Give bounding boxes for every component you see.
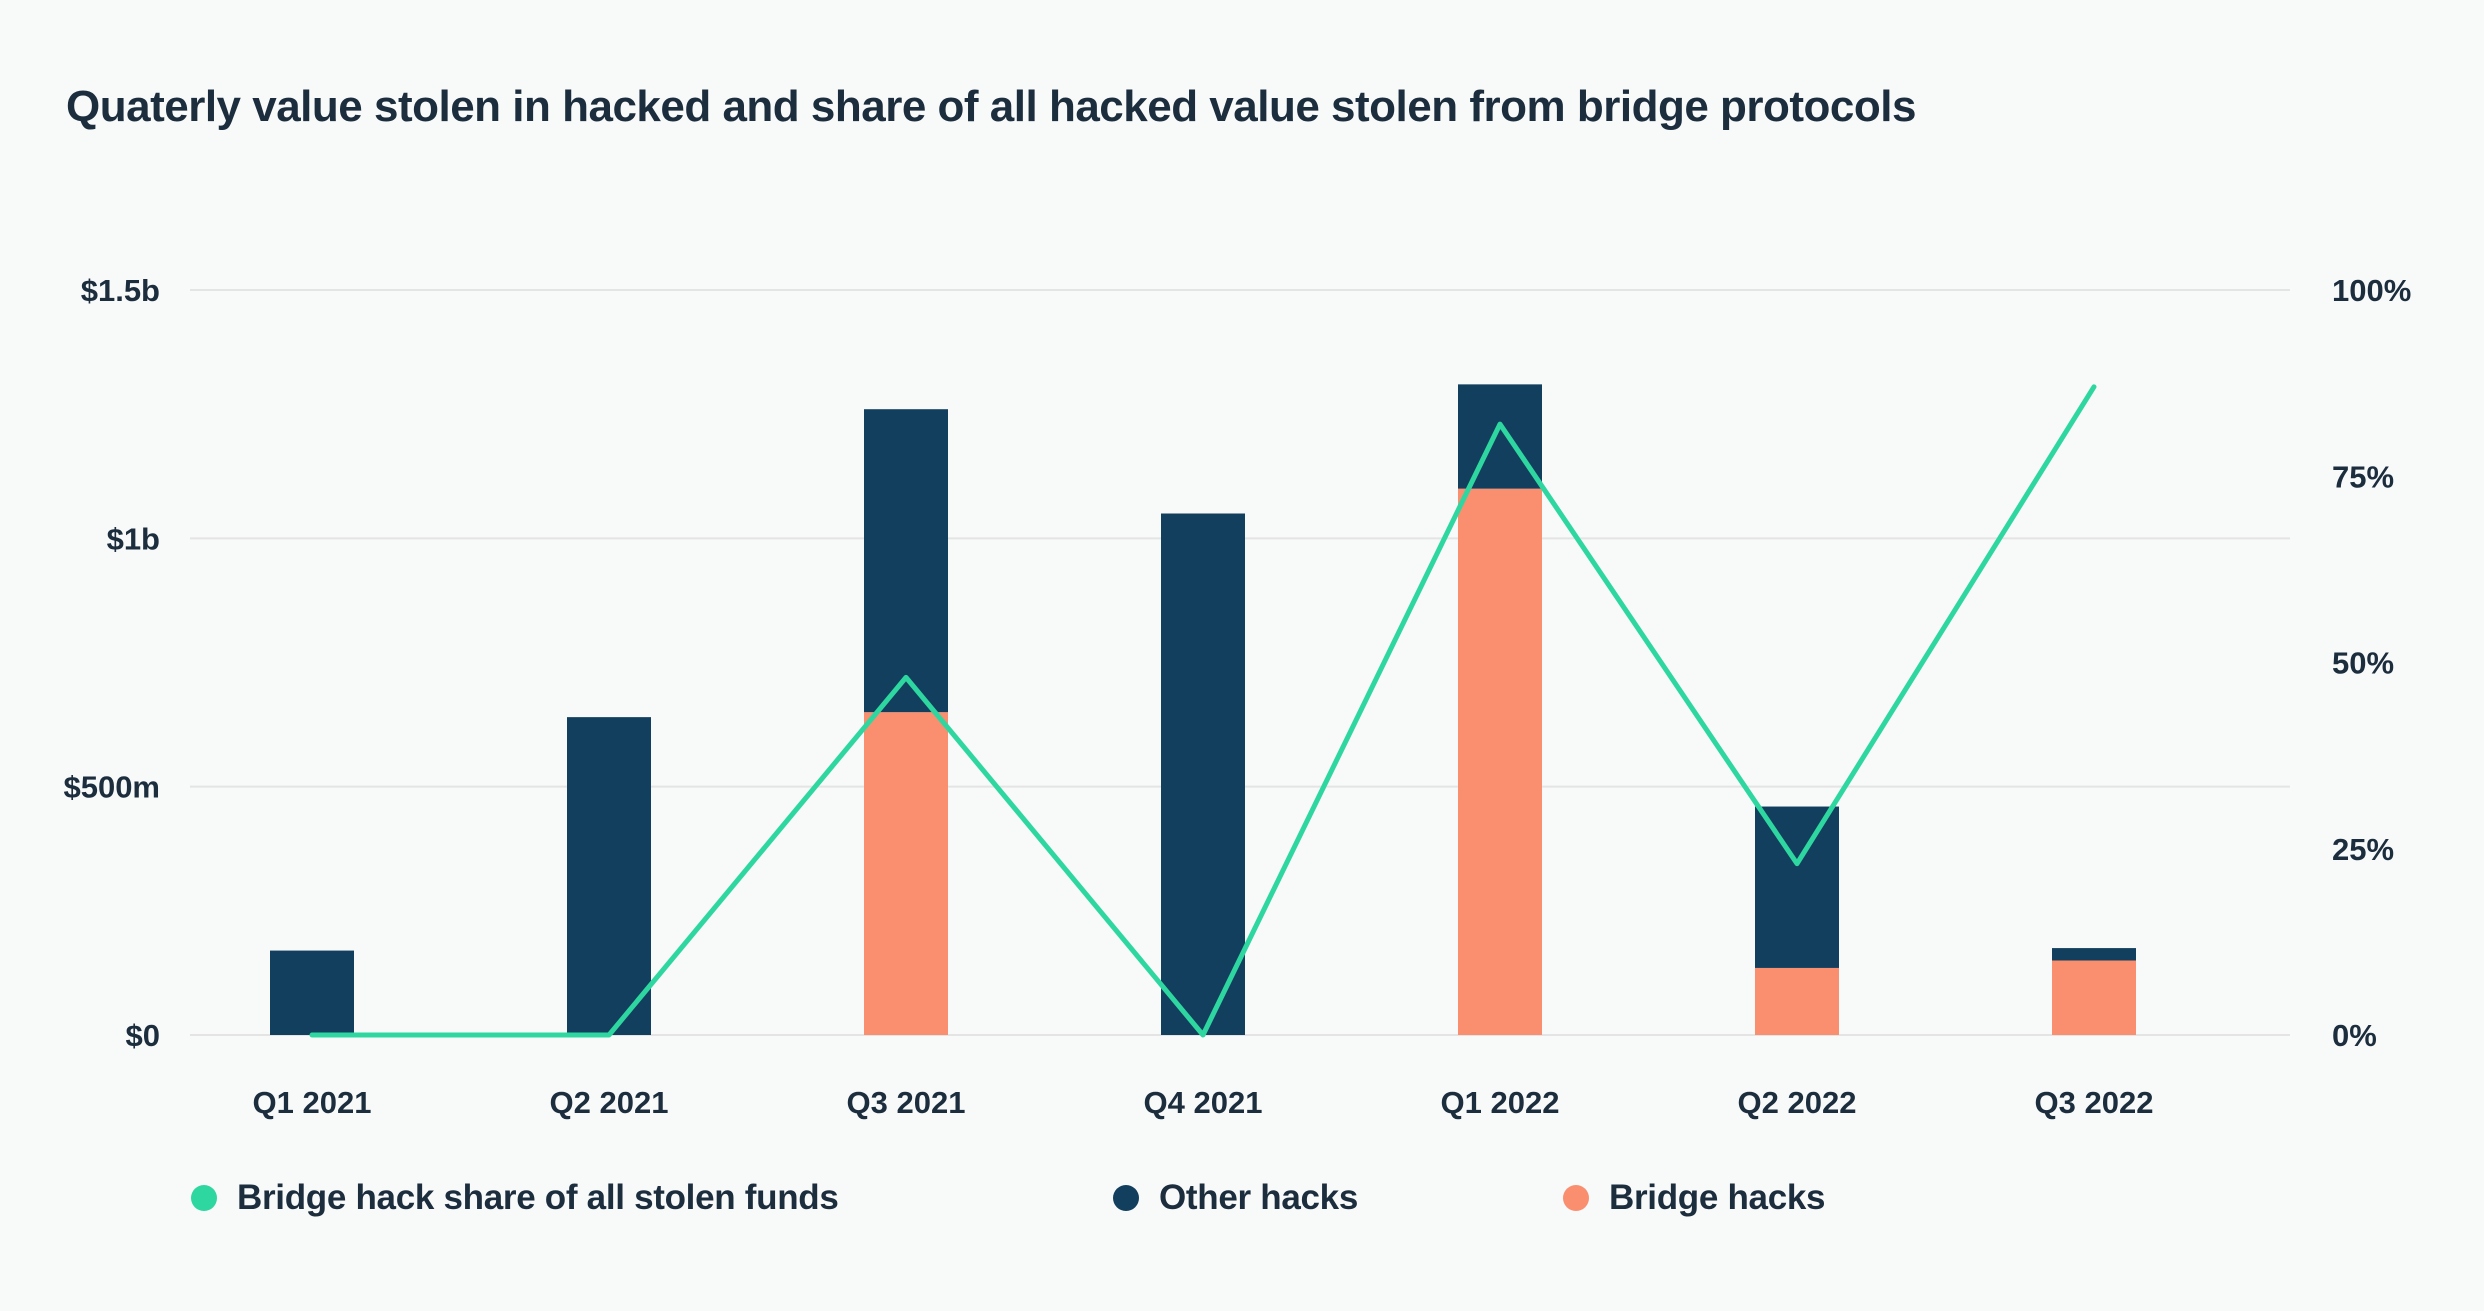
bridge-share-line	[309, 384, 2097, 1038]
bar-other-hacks	[864, 409, 948, 713]
bar-other-hacks	[1755, 806, 1839, 968]
right-axis-tick-label: 0%	[2332, 1018, 2377, 1053]
bar-other-hacks	[2052, 948, 2136, 961]
x-axis-label: Q2 2022	[1738, 1085, 1857, 1120]
x-axis-label: Q4 2021	[1144, 1085, 1263, 1120]
legend-dot-bridge-share-icon	[191, 1185, 217, 1211]
right-axis-tick-label: 25%	[2332, 832, 2394, 867]
bar-other-hacks	[567, 717, 651, 1035]
x-axis-label: Q3 2022	[2035, 1085, 2154, 1120]
legend-item-bridge-hacks: Bridge hacks	[1563, 1172, 1826, 1224]
chart-title: Quaterly value stolen in hacked and shar…	[66, 82, 1916, 131]
bar-other-hacks	[1161, 513, 1245, 1035]
left-axis-tick-label: $1.5b	[81, 273, 160, 308]
bar-bridge-hacks	[1458, 488, 1542, 1036]
bar-other-hacks	[1458, 384, 1542, 489]
legend-dot-bridge-hacks-icon	[1563, 1185, 1589, 1211]
right-axis-tick-label: 100%	[2332, 273, 2411, 308]
left-axis-tick-label: $500m	[63, 770, 160, 805]
x-axis-label: Q1 2022	[1441, 1085, 1560, 1120]
bar-bridge-hacks	[864, 712, 948, 1035]
x-axis-label: Q1 2021	[253, 1085, 372, 1120]
x-axis-label: Q3 2021	[847, 1085, 966, 1120]
legend-label-bridge-hacks: Bridge hacks	[1609, 1178, 1826, 1217]
right-axis-tick-label: 75%	[2332, 459, 2394, 494]
legend-label-other-hacks: Other hacks	[1159, 1178, 1359, 1217]
left-axis-tick-label: $0	[126, 1018, 160, 1053]
chart-legend: Bridge hack share of all stolen funds Ot…	[0, 1172, 2484, 1224]
legend-label-bridge-share: Bridge hack share of all stolen funds	[237, 1178, 839, 1217]
bar-bridge-hacks	[2052, 960, 2136, 1035]
right-axis-tick-label: 50%	[2332, 646, 2394, 681]
legend-item-other-hacks: Other hacks	[1113, 1172, 1358, 1224]
bar-bridge-hacks	[1755, 967, 1839, 1035]
legend-dot-other-hacks-icon	[1113, 1185, 1139, 1211]
legend-item-bridge-share: Bridge hack share of all stolen funds	[191, 1172, 839, 1224]
left-axis-tick-label: $1b	[107, 521, 160, 556]
x-axis-label: Q2 2021	[550, 1085, 669, 1120]
bar-other-hacks	[270, 950, 354, 1035]
